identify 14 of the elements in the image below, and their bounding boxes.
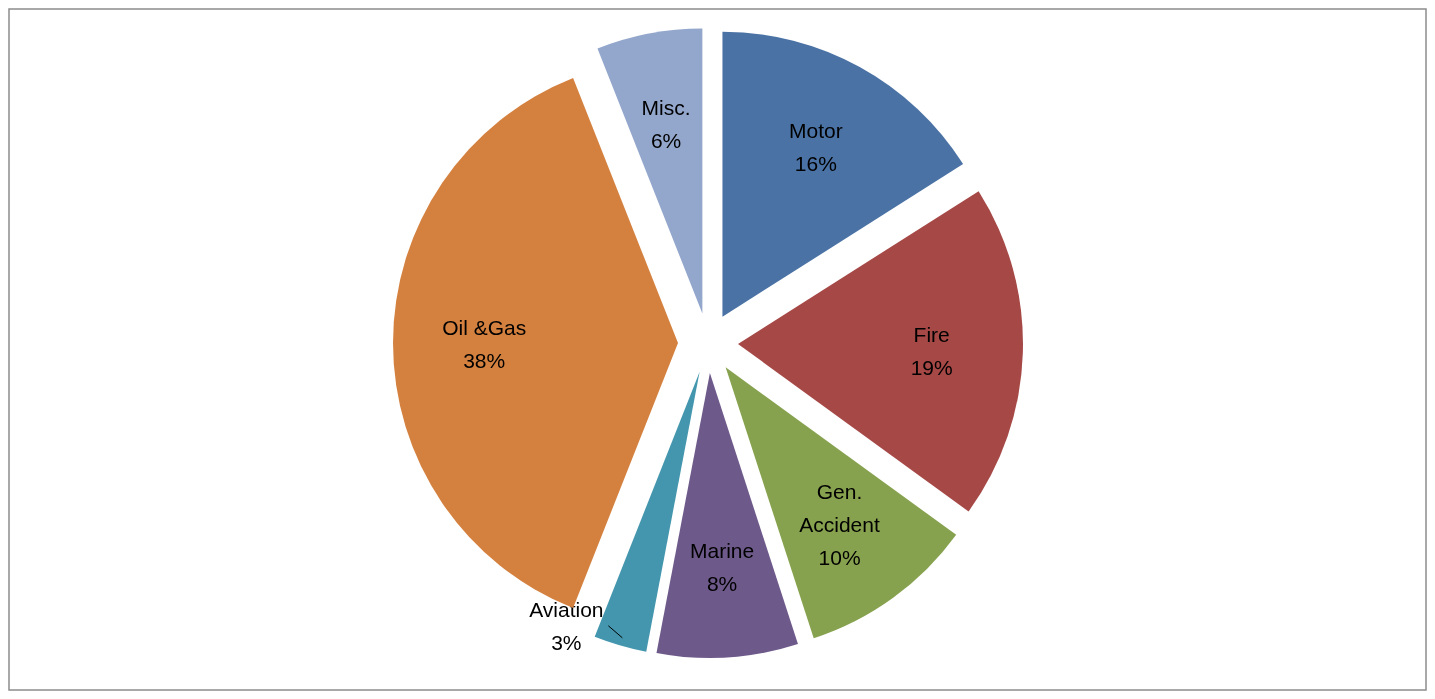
slice-label: Misc. — [641, 95, 691, 119]
data-label: 19% — [910, 355, 953, 379]
slice-label: Oil &Gas — [442, 315, 527, 338]
data-label: 8% — [706, 571, 738, 595]
data-label: 6% — [650, 128, 682, 152]
data-label: 38% — [463, 348, 506, 371]
slice-label: Fire — [913, 322, 950, 346]
data-label: 10% — [818, 545, 861, 569]
data-label: 3% — [551, 630, 582, 654]
slice-label: Marine — [689, 538, 755, 562]
slice-label: Gen. Accident — [799, 479, 880, 536]
slice-label: Motor — [788, 118, 843, 142]
slice-label: Aviation — [529, 597, 604, 621]
data-label: 16% — [794, 151, 837, 175]
